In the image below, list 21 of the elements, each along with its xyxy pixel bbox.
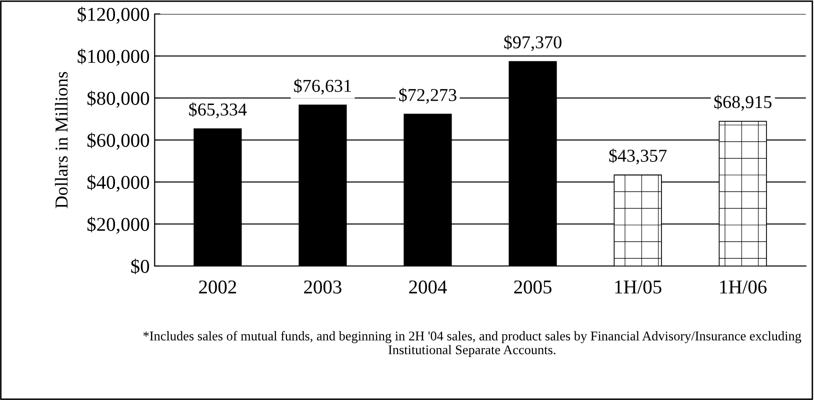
data-label: $43,357: [609, 148, 667, 164]
y-tick-label: $80,000: [87, 90, 150, 108]
y-tick-label: $60,000: [87, 132, 150, 150]
x-tick-label: 2003: [304, 280, 342, 294]
data-label: $65,334: [189, 102, 247, 118]
y-tick-label: $40,000: [87, 174, 150, 192]
data-label: $76,631: [294, 78, 351, 95]
data-label: $97,370: [504, 35, 562, 51]
x-tick-label: 2005: [514, 280, 552, 294]
y-axis-title: Dollars in Millions: [54, 72, 68, 208]
y-tick-label: $120,000: [78, 6, 150, 24]
x-tick-label: 2004: [409, 280, 447, 294]
x-tick-label: 1H/06: [720, 280, 767, 294]
data-label: $68,915: [714, 94, 772, 111]
x-tick-label: 2002: [199, 280, 236, 294]
x-tick-label: 1H/05: [615, 280, 662, 294]
y-tick-label: $100,000: [78, 48, 150, 66]
text: *Includes sales of mutual funds, and beginning in 2H '04 sales, and product sales by Financial Advisory/Insurance excluding Institutional Separate Accounts.: [143, 331, 802, 357]
y-tick-label: $0: [131, 258, 150, 274]
y-tick-label: $20,000: [87, 216, 150, 234]
data-label: $72,273: [399, 88, 456, 104]
